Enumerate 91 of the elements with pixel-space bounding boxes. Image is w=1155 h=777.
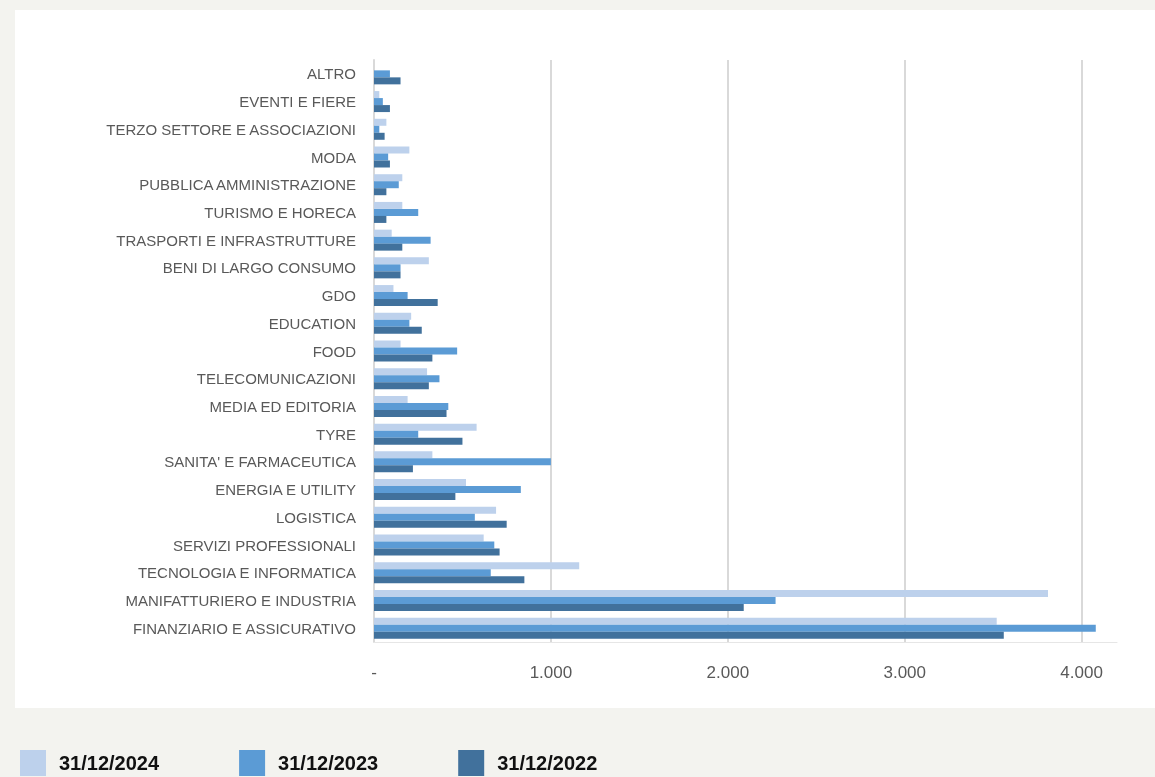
bar: [374, 576, 525, 584]
bar: [374, 340, 401, 348]
bar: [374, 368, 428, 376]
bar: [374, 541, 495, 549]
bar: [374, 437, 463, 445]
y-tick-label: PUBBLICA AMMINISTRAZIONE: [139, 176, 356, 194]
y-tick-label: SANITA' E FARMACEUTICA: [164, 453, 356, 471]
bar: [374, 458, 551, 466]
bar: [374, 188, 387, 196]
bar: [374, 118, 387, 126]
bar: [374, 603, 744, 611]
x-tick-label: 2.000: [706, 663, 750, 682]
bar: [374, 153, 389, 161]
bar: [374, 243, 403, 251]
bar: [374, 236, 431, 244]
legend-label: 31/12/2024: [59, 752, 160, 774]
y-tick-label: GDO: [321, 287, 356, 305]
bar: [374, 98, 383, 106]
bar: [374, 354, 433, 362]
bar: [374, 402, 449, 410]
y-tick-label: TERZO SETTORE E ASSOCIAZIONI: [106, 120, 356, 138]
y-tick-label: TELECOMUNICAZIONI: [196, 370, 356, 388]
bar: [374, 493, 456, 501]
bar: [374, 91, 380, 99]
y-tick-label: BENI DI LARGO CONSUMO: [162, 259, 356, 277]
bar: [374, 382, 429, 390]
bar: [374, 181, 399, 189]
bar: [374, 465, 413, 473]
bar: [374, 479, 466, 487]
y-tick-label: EDUCATION: [268, 314, 356, 332]
bar: [374, 548, 500, 556]
y-tick-label: FOOD: [312, 342, 357, 360]
x-tick-label: 3.000: [883, 663, 926, 682]
y-tick-label: TYRE: [315, 425, 356, 443]
bar: [374, 409, 447, 417]
bar: [374, 201, 403, 209]
bar: [374, 160, 390, 168]
bar: [374, 631, 1004, 639]
bar: [374, 271, 401, 279]
bar: [374, 395, 408, 403]
bar: [374, 105, 390, 113]
legend-label: 31/12/2023: [278, 752, 379, 774]
y-tick-label: FINANZIARIO E ASSICURATIVO: [132, 619, 356, 637]
y-tick-label: ALTRO: [307, 65, 356, 83]
bar: [374, 513, 475, 521]
bar: [374, 312, 412, 320]
y-tick-label: TECNOLOGIA E INFORMATICA: [137, 564, 356, 582]
bar: [374, 319, 410, 327]
bar: [374, 596, 776, 604]
bar: [374, 451, 433, 459]
bar: [374, 125, 380, 133]
y-tick-label: EVENTI E FIERE: [239, 93, 356, 111]
bar: [374, 215, 387, 223]
bar: [374, 299, 438, 307]
y-tick-label: TURISMO E HORECA: [204, 203, 356, 221]
bar: [374, 506, 497, 514]
y-tick-label: TRASPORTI E INFRASTRUTTURE: [116, 231, 356, 249]
bar: [374, 292, 408, 300]
legend-label: 31/12/2022: [497, 752, 598, 774]
x-tick-label: 1.000: [529, 663, 573, 682]
bar: [374, 534, 484, 542]
y-tick-label: ENERGIA E UTILITY: [215, 481, 356, 499]
bar: [374, 375, 440, 383]
bar: [374, 285, 394, 293]
bar: [374, 264, 401, 272]
bar: [374, 132, 385, 140]
bar: [374, 229, 392, 237]
bar: [374, 486, 521, 494]
bar: [374, 562, 580, 570]
x-tick-label: -: [371, 663, 377, 682]
bar: [374, 257, 429, 265]
bar: [374, 347, 458, 355]
bar: [374, 624, 1096, 632]
bar: [374, 146, 410, 154]
y-tick-label: LOGISTICA: [275, 508, 356, 526]
bar: [374, 423, 477, 431]
bar: [374, 617, 997, 625]
bar: [374, 569, 491, 577]
bar: [374, 174, 403, 182]
bar: [374, 520, 507, 528]
bar: [374, 77, 401, 85]
y-tick-label: MEDIA ED EDITORIA: [209, 397, 356, 415]
bar: [374, 430, 419, 438]
y-tick-label: MODA: [311, 148, 356, 166]
y-tick-label: MANIFATTURIERO E INDUSTRIA: [125, 591, 356, 609]
bar: [374, 589, 1049, 597]
bar: [374, 70, 390, 78]
bar: [374, 208, 419, 216]
y-tick-label: SERVIZI PROFESSIONALI: [172, 536, 356, 554]
bar: [374, 326, 422, 334]
x-tick-label: 4.000: [1060, 663, 1103, 682]
